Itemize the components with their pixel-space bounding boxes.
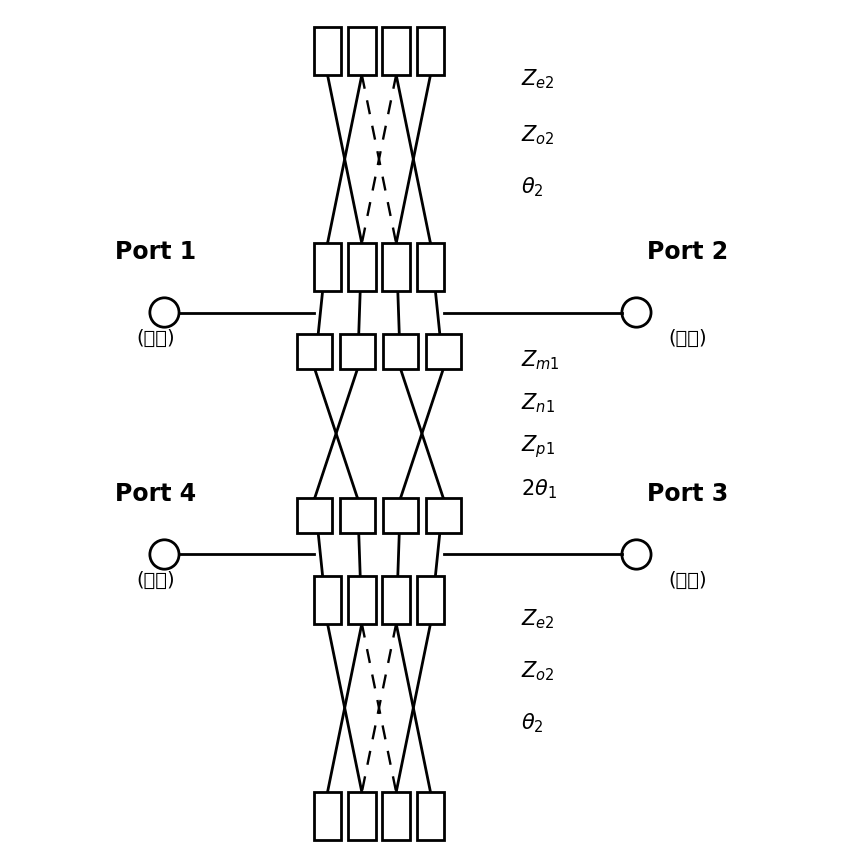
Text: $\theta_2$: $\theta_2$ xyxy=(521,711,543,735)
Text: (隔离): (隔离) xyxy=(137,570,175,590)
Text: $Z_{o2}$: $Z_{o2}$ xyxy=(521,660,554,683)
Bar xyxy=(298,499,331,533)
Text: $Z_{n1}$: $Z_{n1}$ xyxy=(521,392,554,415)
Text: $Z_{p1}$: $Z_{p1}$ xyxy=(521,433,554,460)
Bar xyxy=(426,499,461,533)
Text: $Z_{e2}$: $Z_{e2}$ xyxy=(521,68,554,91)
Bar xyxy=(383,499,418,533)
Text: $Z_{o2}$: $Z_{o2}$ xyxy=(521,123,554,147)
Bar xyxy=(382,576,410,623)
Bar xyxy=(348,244,375,291)
Bar xyxy=(298,334,331,368)
Bar xyxy=(313,244,341,291)
Text: $Z_{e2}$: $Z_{e2}$ xyxy=(521,608,554,631)
Text: $2\theta_1$: $2\theta_1$ xyxy=(521,478,556,501)
Bar xyxy=(417,576,444,623)
Bar xyxy=(348,28,375,75)
Bar xyxy=(417,28,444,75)
Bar xyxy=(383,334,418,368)
Text: $\theta_2$: $\theta_2$ xyxy=(521,175,543,199)
Bar xyxy=(426,334,461,368)
Bar xyxy=(340,334,375,368)
Bar xyxy=(382,28,410,75)
Text: (输入): (输入) xyxy=(137,329,175,348)
Text: Port 3: Port 3 xyxy=(647,482,728,506)
Text: Port 2: Port 2 xyxy=(647,240,728,264)
Text: Port 4: Port 4 xyxy=(115,482,196,506)
Bar xyxy=(348,792,375,839)
Bar xyxy=(382,792,410,839)
Text: Port 1: Port 1 xyxy=(115,240,196,264)
Text: (耦合): (耦合) xyxy=(669,570,707,590)
Bar xyxy=(348,576,375,623)
Bar xyxy=(313,28,341,75)
Text: $Z_{m1}$: $Z_{m1}$ xyxy=(521,349,560,372)
Bar xyxy=(417,244,444,291)
Text: (直通): (直通) xyxy=(669,329,707,348)
Bar xyxy=(313,792,341,839)
Bar xyxy=(382,244,410,291)
Bar xyxy=(340,499,375,533)
Bar xyxy=(417,792,444,839)
Bar xyxy=(313,576,341,623)
